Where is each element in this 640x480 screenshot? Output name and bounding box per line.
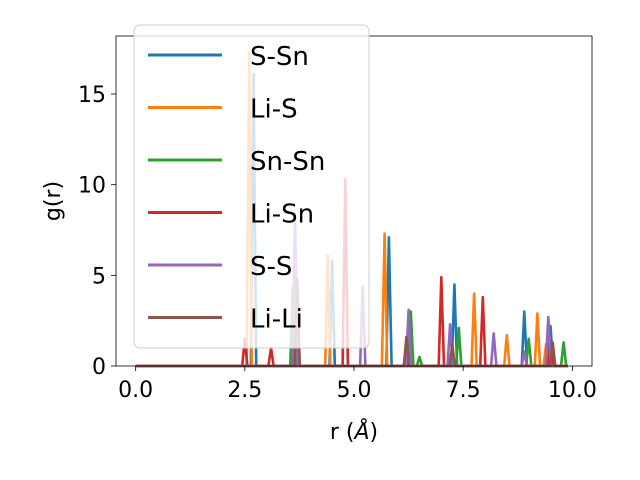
legend: S-Sn Li-S Sn-Sn Li-Sn S-S Li-Li [133,24,370,349]
legend-label: Li-Li [250,305,303,335]
x-axis-label-prefix: r ( [330,420,355,445]
y-axis-label: g(r) [41,181,66,221]
y-tick-label: 5 [92,264,106,289]
x-tick-label: 5.0 [337,378,372,403]
y-tick-label: 10 [78,174,106,199]
x-axis-label-symbol: Å [352,418,369,445]
legend-label: Li-Sn [250,200,314,230]
legend-label: S-S [250,252,292,282]
x-tick-label: 7.5 [446,378,481,403]
x-tick-label: 0.0 [118,378,153,403]
legend-label: Li-S [250,95,298,125]
y-tick-label: 15 [78,83,106,108]
x-axis-label-suffix: ) [370,420,379,445]
x-axis-label: r (Å) [330,418,378,445]
x-tick-label: 10.0 [548,378,597,403]
legend-box [133,24,370,349]
legend-label: S-Sn [250,42,309,72]
legend-label: Sn-Sn [250,147,325,177]
x-tick-label: 2.5 [227,378,262,403]
axes-ticks: 0.0 2.5 5.0 7.5 10.0 0 5 10 15 [78,83,597,403]
y-tick-label: 0 [92,355,106,380]
